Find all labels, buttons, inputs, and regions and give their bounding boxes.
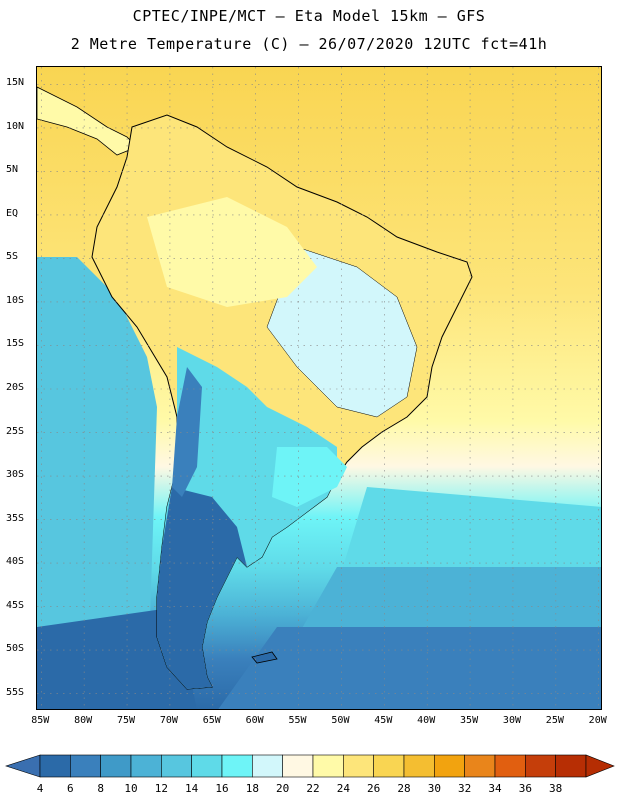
andes-cold (172, 367, 202, 497)
colorbar-label: 6 (67, 782, 74, 795)
central-america (37, 86, 138, 156)
colorbar-segment (161, 754, 192, 778)
colorbar-label: 28 (397, 782, 411, 795)
colorbar-over-arrow (585, 754, 615, 778)
map-title-line-2: 2 Metre Temperature (C) – 26/07/2020 12U… (70, 35, 548, 53)
longitude-label: 70W (159, 715, 178, 726)
colorbar-segment (130, 754, 162, 778)
latitude-label: 5S (6, 251, 19, 263)
colorbar-label: 36 (518, 782, 532, 795)
colorbar-segment (191, 754, 223, 778)
colorbar-segment (252, 754, 283, 778)
colorbar-segment (555, 754, 587, 778)
longitude-label: 40W (417, 715, 436, 726)
latitude-label: 10S (6, 294, 25, 306)
colorbar-label: 14 (185, 782, 199, 795)
colorbar-label: 8 (97, 782, 104, 795)
colorbar-segment (373, 754, 405, 778)
pacific-cool-zone (37, 257, 157, 709)
atlantic-cold-zone (218, 627, 601, 709)
longitude-label: 25W (545, 715, 564, 726)
colorbar-segment (221, 754, 253, 778)
latitude-label: 55S (6, 686, 25, 698)
colorbar-label: 20 (276, 782, 290, 795)
temperature-field (37, 67, 601, 709)
longitude-label: 60W (245, 715, 264, 726)
longitude-label: 55W (288, 715, 307, 726)
longitude-label: 75W (117, 715, 136, 726)
colorbar-segment (70, 754, 101, 778)
colorbar-label: 16 (215, 782, 229, 795)
colorbar-segment (464, 754, 496, 778)
atlantic-cool-zone (337, 487, 601, 587)
latitude-label: 50S (6, 643, 25, 655)
colorbar-segment (312, 754, 344, 778)
colorbar-under-arrow (5, 754, 41, 778)
latitude-label: 45S (6, 599, 25, 611)
colorbar-segment (494, 754, 526, 778)
colorbar-label: 10 (124, 782, 138, 795)
latitude-label: 35S (6, 512, 25, 524)
longitude-label: 80W (74, 715, 93, 726)
temperature-colorbar (5, 754, 615, 778)
colorbar-segment (434, 754, 465, 778)
falkland-islands (251, 651, 278, 664)
colorbar-label: 18 (245, 782, 259, 795)
colorbar-segment (100, 754, 132, 778)
colorbar-label: 34 (488, 782, 502, 795)
latitude-label: EQ (6, 207, 19, 219)
colorbar-segment (39, 754, 71, 778)
latitude-label: 15S (6, 338, 25, 350)
temperature-map (36, 66, 602, 710)
longitude-label: 50W (331, 715, 350, 726)
colorbar-label: 26 (367, 782, 381, 795)
colorbar-label: 24 (336, 782, 350, 795)
latitude-label: 25S (6, 425, 25, 437)
longitude-label: 45W (374, 715, 393, 726)
colorbar-segment (282, 754, 314, 778)
longitude-label: 65W (202, 715, 221, 726)
amazon-warm (147, 197, 317, 307)
longitude-label: 35W (460, 715, 479, 726)
colorbar-label: 4 (36, 782, 44, 795)
latitude-label: 15N (6, 77, 25, 89)
colorbar-segment (343, 754, 374, 778)
brazil-plateau-cool (266, 246, 418, 418)
colorbar-segment (403, 754, 435, 778)
south-brazil-cool (272, 447, 347, 507)
latitude-label: 40S (6, 556, 25, 568)
latitude-label: 30S (6, 469, 25, 481)
latitude-label: 5N (6, 164, 19, 176)
colorbar-label: 30 (427, 782, 441, 795)
patagonia-cold (157, 487, 247, 689)
colorbar-label: 12 (154, 782, 168, 795)
longitude-label: 30W (502, 715, 521, 726)
latitude-label: 10N (6, 120, 25, 132)
colorbar-segment (525, 754, 556, 778)
atlantic-mid-zone (297, 567, 601, 637)
colorbar-label: 22 (306, 782, 320, 795)
map-title-line-1: CPTEC/INPE/MCT – Eta Model 15km – GFS (132, 7, 486, 25)
longitude-label: 85W (31, 715, 50, 726)
latitude-label: 20S (6, 382, 25, 393)
colorbar-label: 38 (549, 782, 563, 795)
colorbar-label: 32 (458, 782, 472, 795)
longitude-label: 20W (588, 715, 607, 726)
